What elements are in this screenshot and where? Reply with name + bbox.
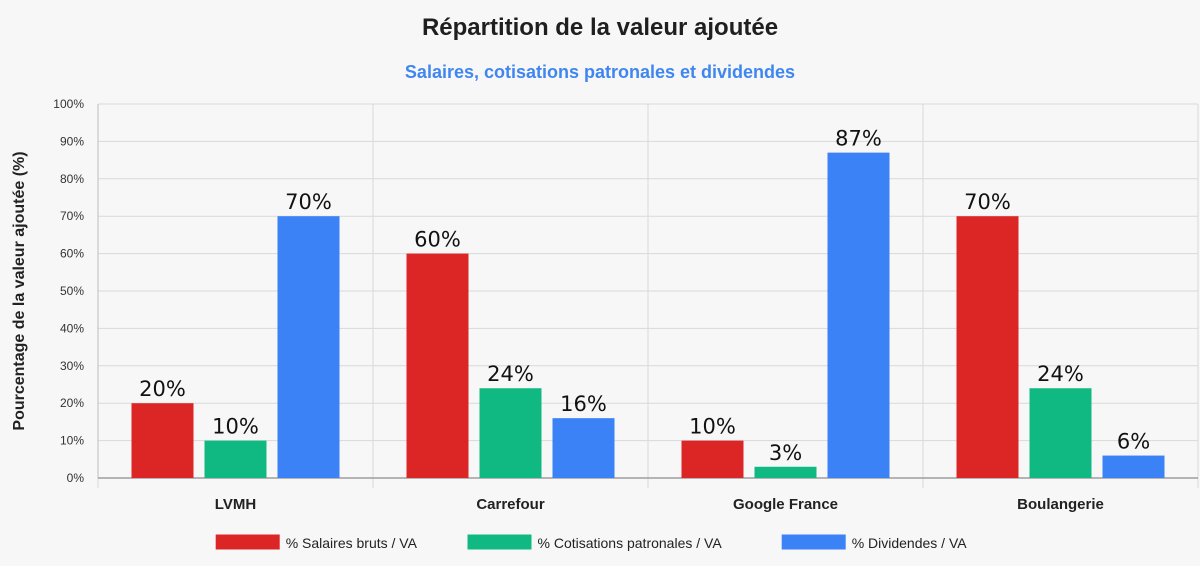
data-label: 87%: [835, 127, 882, 151]
bar-lvmh-series-0: [131, 403, 194, 478]
data-label: 24%: [1037, 362, 1084, 386]
bar-google-france-series-1: [754, 466, 817, 478]
x-tick-label: Google France: [733, 496, 838, 513]
y-tick-label: 40%: [60, 321, 84, 335]
x-tick-label: Boulangerie: [1017, 496, 1104, 513]
y-tick-label: 60%: [60, 247, 84, 261]
legend-swatch: [215, 534, 280, 550]
data-label: 3%: [769, 441, 802, 465]
bar-lvmh-series-1: [204, 440, 267, 478]
data-label: 70%: [285, 190, 332, 214]
data-label: 20%: [139, 377, 186, 401]
bar-google-france-series-0: [681, 440, 744, 478]
legend-swatch: [781, 534, 846, 550]
y-tick-label: 10%: [60, 434, 84, 448]
data-label: 70%: [964, 190, 1011, 214]
bar-carrefour-series-1: [479, 388, 542, 478]
bar-boulangerie-series-2: [1102, 455, 1165, 478]
y-tick-label: 100%: [53, 97, 84, 111]
legend-swatch: [467, 534, 532, 550]
bar-boulangerie-series-0: [956, 216, 1019, 478]
y-axis-title: Pourcentage de la valeur ajoutée (%): [11, 151, 28, 430]
bar-carrefour-series-2: [552, 418, 615, 478]
bar-boulangerie-series-1: [1029, 388, 1092, 478]
legend-label: % Dividendes / VA: [852, 535, 968, 551]
y-tick-label: 0%: [67, 471, 85, 485]
bar-carrefour-series-0: [406, 253, 469, 478]
x-tick-label: Carrefour: [476, 496, 545, 513]
data-label: 10%: [689, 415, 736, 439]
y-tick-label: 90%: [60, 134, 84, 148]
chart-title: Répartition de la valeur ajoutée: [421, 14, 779, 41]
data-label: 10%: [212, 415, 259, 439]
data-label: 60%: [414, 228, 461, 252]
x-tick-label: LVMH: [215, 496, 256, 513]
legend-label: % Salaires bruts / VA: [286, 535, 418, 551]
data-label: 16%: [560, 392, 607, 416]
data-label: 6%: [1117, 430, 1150, 454]
y-tick-label: 30%: [60, 359, 84, 373]
y-tick-label: 50%: [60, 284, 84, 298]
y-tick-label: 80%: [60, 172, 84, 186]
y-tick-label: 20%: [60, 396, 84, 410]
data-label: 24%: [487, 362, 534, 386]
chart-subtitle: Salaires, cotisations patronales et divi…: [404, 62, 796, 82]
bar-google-france-series-2: [827, 152, 890, 478]
bar-lvmh-series-2: [277, 216, 340, 478]
legend-label: % Cotisations patronales / VA: [538, 535, 723, 551]
y-tick-label: 70%: [60, 209, 84, 223]
